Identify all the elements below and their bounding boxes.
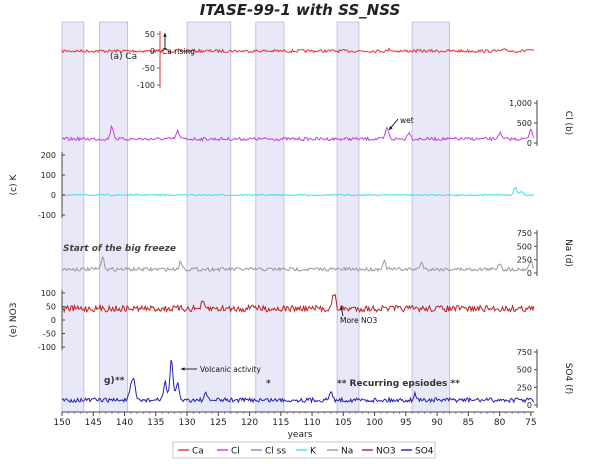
x-tick-label: 150 (53, 418, 70, 428)
y-axis-label-cl: Cl (b) (563, 111, 573, 135)
y-axis-label-no3: (e) NO3 (9, 303, 19, 338)
x-tick-label: 95 (400, 418, 411, 428)
shaded-band-1 (61, 21, 85, 413)
y-axis-label-k: (c) K (9, 174, 19, 196)
annotation-5: Volcanic activity (200, 365, 261, 374)
trace-no3 (61, 293, 535, 314)
trace-so4 (61, 359, 535, 404)
legend[interactable]: Ca Cl Cl ss K Na NO3 SO4 (172, 441, 436, 459)
y-tick-label-na: 250 (517, 256, 532, 265)
x-tick-label: 105 (335, 418, 352, 428)
x-tick-label: 130 (178, 418, 195, 428)
shaded-band-3 (186, 21, 232, 413)
x-tick-label: 80 (494, 418, 506, 428)
y-tick-label-ca: -50 (142, 64, 155, 73)
y-tick-label-no3: 100 (41, 289, 56, 298)
annotation-6: g) (104, 376, 115, 386)
y-tick-label-cl: 500 (517, 119, 532, 128)
y-tick-label-no3: -100 (38, 343, 56, 352)
annotation-1: Ca rising (162, 47, 195, 56)
trace-na (61, 256, 535, 273)
y-tick-label-ca: 0 (150, 47, 155, 56)
y-tick-label-na: 500 (517, 242, 532, 251)
y-tick-label-k: 100 (41, 171, 56, 180)
shaded-band-5 (336, 21, 360, 413)
y-axis-label-ca: (a) Ca (110, 52, 137, 62)
shaded-band-2 (99, 21, 129, 413)
x-axis: 150 145 140 135 130 125 120 115 110 105 100 95 90 85 8… (53, 411, 537, 428)
trace-ca (61, 47, 535, 54)
y-tick-label-na: 0 (527, 269, 532, 278)
legend-label-ca[interactable]: Ca (192, 447, 204, 457)
y-tick-label-ca: 50 (145, 30, 155, 39)
legend-label-so4[interactable]: SO4 (415, 447, 434, 457)
annotation-arrowhead-4 (340, 306, 344, 310)
y-tick-label-so4: 750 (517, 348, 532, 357)
x-tick-label: 85 (463, 418, 474, 428)
trace-cl (61, 124, 535, 142)
legend-label-no3[interactable]: NO3 (376, 447, 396, 457)
x-tick-label: 100 (366, 418, 383, 428)
x-tick-label: 135 (147, 418, 164, 428)
y-tick-label-cl: 1,000 (509, 99, 532, 108)
y-tick-label-so4: 500 (517, 366, 532, 375)
y-tick-label-no3: -50 (43, 330, 56, 339)
annotation-arrowhead-1 (163, 33, 167, 37)
x-tick-label: 110 (303, 418, 320, 428)
annotation-7: ** (115, 376, 125, 386)
x-tick-label: 140 (116, 418, 133, 428)
annotation-2: wet (400, 116, 414, 125)
x-tick-label: 75 (525, 418, 536, 428)
highlight-bands (61, 21, 451, 413)
x-tick-label: 90 (431, 418, 443, 428)
annotation-8: * (266, 379, 271, 389)
chart-title: ITASE-99-1 with SS_NSS (200, 1, 401, 19)
series-traces (61, 47, 535, 404)
y-axis-label-na: Na (d) (563, 239, 573, 267)
shaded-band-4 (255, 21, 285, 413)
x-tick-label: 120 (241, 418, 258, 428)
y-tick-label-no3: 50 (46, 303, 56, 312)
annotations: Ca rising wet Start of the big freeze More … (63, 33, 460, 389)
y-tick-label-no3: 0 (51, 316, 56, 325)
annotation-3: Start of the big freeze (63, 244, 176, 254)
shaded-band-6 (411, 21, 451, 413)
x-tick-label: 115 (272, 418, 289, 428)
legend-label-cl-ss[interactable]: Cl ss (265, 447, 286, 457)
annotation-arrowhead-2 (389, 126, 393, 130)
annotation-arrowhead-5 (181, 367, 185, 371)
trace-k (61, 186, 535, 197)
y-tick-label-k: 200 (41, 151, 56, 160)
y-tick-label-k: -100 (38, 211, 56, 220)
x-tick-label: 145 (85, 418, 102, 428)
y-tick-label-cl: 0 (527, 139, 532, 148)
legend-label-cl[interactable]: Cl (231, 447, 240, 457)
y-tick-label-so4: 250 (517, 383, 532, 392)
y-tick-label-na: 750 (517, 229, 532, 238)
legend-label-k[interactable]: K (310, 447, 317, 457)
x-axis-label: years (288, 430, 313, 440)
annotation-9: ** Recurring epsiodes ** (337, 379, 460, 389)
annotation-4: More NO3 (340, 316, 377, 325)
x-tick-label: 125 (210, 418, 227, 428)
y-tick-label-k: 0 (51, 191, 56, 200)
y-tick-label-ca: -100 (137, 81, 155, 90)
legend-label-na[interactable]: Na (341, 447, 353, 457)
y-tick-label-so4: 0 (527, 401, 532, 410)
y-axis-label-so4: SO4 (f) (563, 363, 573, 395)
